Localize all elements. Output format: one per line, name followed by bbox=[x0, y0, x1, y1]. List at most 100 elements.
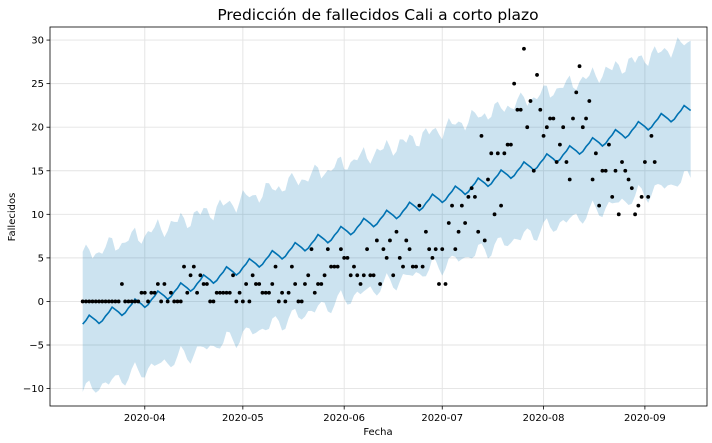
observation-point bbox=[136, 299, 141, 304]
observation-point bbox=[280, 290, 284, 295]
observation-point bbox=[113, 299, 118, 304]
observation-point bbox=[561, 125, 566, 130]
observation-point bbox=[322, 273, 327, 278]
observation-point bbox=[299, 299, 304, 304]
observation-point bbox=[616, 212, 621, 217]
observation-point bbox=[276, 299, 281, 304]
observation-point bbox=[191, 264, 196, 269]
observation-point bbox=[146, 299, 150, 304]
observation-point bbox=[528, 99, 533, 103]
observation-point bbox=[626, 177, 631, 182]
observation-point bbox=[466, 194, 471, 199]
observation-point bbox=[518, 107, 523, 112]
observation-point bbox=[610, 194, 615, 199]
observation-point bbox=[446, 221, 451, 225]
observation-point bbox=[371, 273, 376, 278]
plot-area bbox=[50, 27, 707, 406]
observation-point bbox=[296, 299, 301, 304]
observation-point bbox=[110, 299, 115, 304]
observation-point bbox=[342, 255, 347, 260]
observation-point bbox=[420, 264, 425, 269]
observation-point bbox=[84, 299, 88, 304]
observation-point bbox=[361, 273, 366, 278]
axes bbox=[49, 26, 708, 407]
observation-point bbox=[486, 177, 490, 182]
observation-point bbox=[378, 282, 383, 286]
y-tick-label: 10 bbox=[31, 210, 44, 221]
observation-point bbox=[571, 116, 575, 121]
observation-point bbox=[629, 186, 634, 191]
observation-point bbox=[165, 299, 170, 304]
observation-point bbox=[492, 212, 497, 217]
observation-point bbox=[502, 151, 507, 156]
observation-point bbox=[260, 290, 265, 295]
observation-point bbox=[332, 264, 337, 269]
observation-point bbox=[116, 299, 121, 304]
observation-point bbox=[263, 290, 268, 295]
observation-point bbox=[198, 273, 203, 278]
observation-point bbox=[237, 290, 242, 295]
observation-point bbox=[479, 134, 484, 138]
observation-point bbox=[384, 255, 389, 260]
observation-point bbox=[508, 142, 513, 147]
y-tick-label: 5 bbox=[38, 253, 44, 264]
observation-point bbox=[404, 238, 409, 243]
observation-point bbox=[123, 299, 128, 304]
confidence-interval-band bbox=[82, 37, 691, 393]
observation-point bbox=[159, 299, 164, 304]
observation-point bbox=[397, 255, 402, 260]
observation-point bbox=[126, 299, 131, 304]
observation-point bbox=[129, 299, 134, 304]
observation-point bbox=[544, 125, 549, 130]
observation-point bbox=[574, 90, 579, 95]
observation-point bbox=[463, 221, 468, 225]
observation-point bbox=[80, 299, 85, 304]
observation-point bbox=[208, 299, 213, 304]
observation-point bbox=[93, 299, 98, 304]
observation-point bbox=[348, 273, 353, 278]
observation-point bbox=[423, 229, 428, 234]
x-tick-label: 2020-07 bbox=[421, 413, 463, 424]
observation-point bbox=[218, 290, 222, 295]
observation-point bbox=[649, 134, 654, 138]
observation-point bbox=[247, 299, 252, 304]
observation-point bbox=[453, 247, 458, 252]
observation-point bbox=[512, 81, 517, 86]
observation-point bbox=[620, 160, 624, 164]
observation-point bbox=[120, 282, 124, 286]
observation-point bbox=[234, 299, 239, 304]
observation-point bbox=[495, 151, 500, 156]
observation-point bbox=[541, 134, 546, 138]
observation-point bbox=[476, 229, 481, 234]
observation-point bbox=[103, 299, 108, 304]
observation-point bbox=[600, 168, 605, 173]
observation-point bbox=[469, 186, 474, 191]
observation-point bbox=[623, 168, 628, 173]
observation-point bbox=[339, 247, 343, 252]
observation-point bbox=[440, 247, 445, 252]
observation-point bbox=[273, 264, 278, 269]
observation-point bbox=[172, 299, 177, 304]
observation-point bbox=[587, 99, 592, 103]
observation-point bbox=[100, 299, 105, 304]
y-tick-label: 0 bbox=[38, 297, 44, 308]
observation-point bbox=[316, 282, 320, 286]
observation-points bbox=[80, 46, 657, 304]
observation-point bbox=[90, 299, 95, 304]
y-tick-label: 15 bbox=[31, 166, 44, 177]
observation-point bbox=[293, 282, 298, 286]
observation-point bbox=[303, 282, 307, 286]
observation-point bbox=[646, 194, 651, 199]
observation-point bbox=[133, 299, 137, 304]
observation-point bbox=[152, 290, 157, 295]
observation-point bbox=[427, 247, 432, 252]
observation-point bbox=[188, 273, 193, 278]
observation-point bbox=[489, 151, 494, 156]
observation-point bbox=[584, 116, 588, 121]
observation-point bbox=[430, 255, 435, 260]
observation-point bbox=[522, 46, 526, 51]
observation-point bbox=[652, 160, 657, 164]
observation-point bbox=[286, 290, 291, 295]
observation-point bbox=[106, 299, 111, 304]
